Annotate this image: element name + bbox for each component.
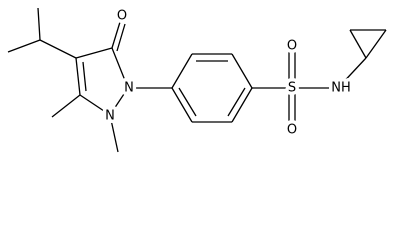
atom-label: O [287, 39, 297, 54]
structure-diagram: O N N S O O NH [7, 5, 387, 153]
atom-label: O [117, 9, 127, 24]
atom-label: S [288, 81, 296, 96]
atom-label: O [287, 123, 297, 138]
atom-label: N [124, 81, 134, 96]
atom-label: NH [331, 81, 351, 96]
bonds [7, 7, 387, 153]
atom-label: N [105, 109, 115, 124]
atom-labels: O N N S O O NH [102, 5, 355, 141]
